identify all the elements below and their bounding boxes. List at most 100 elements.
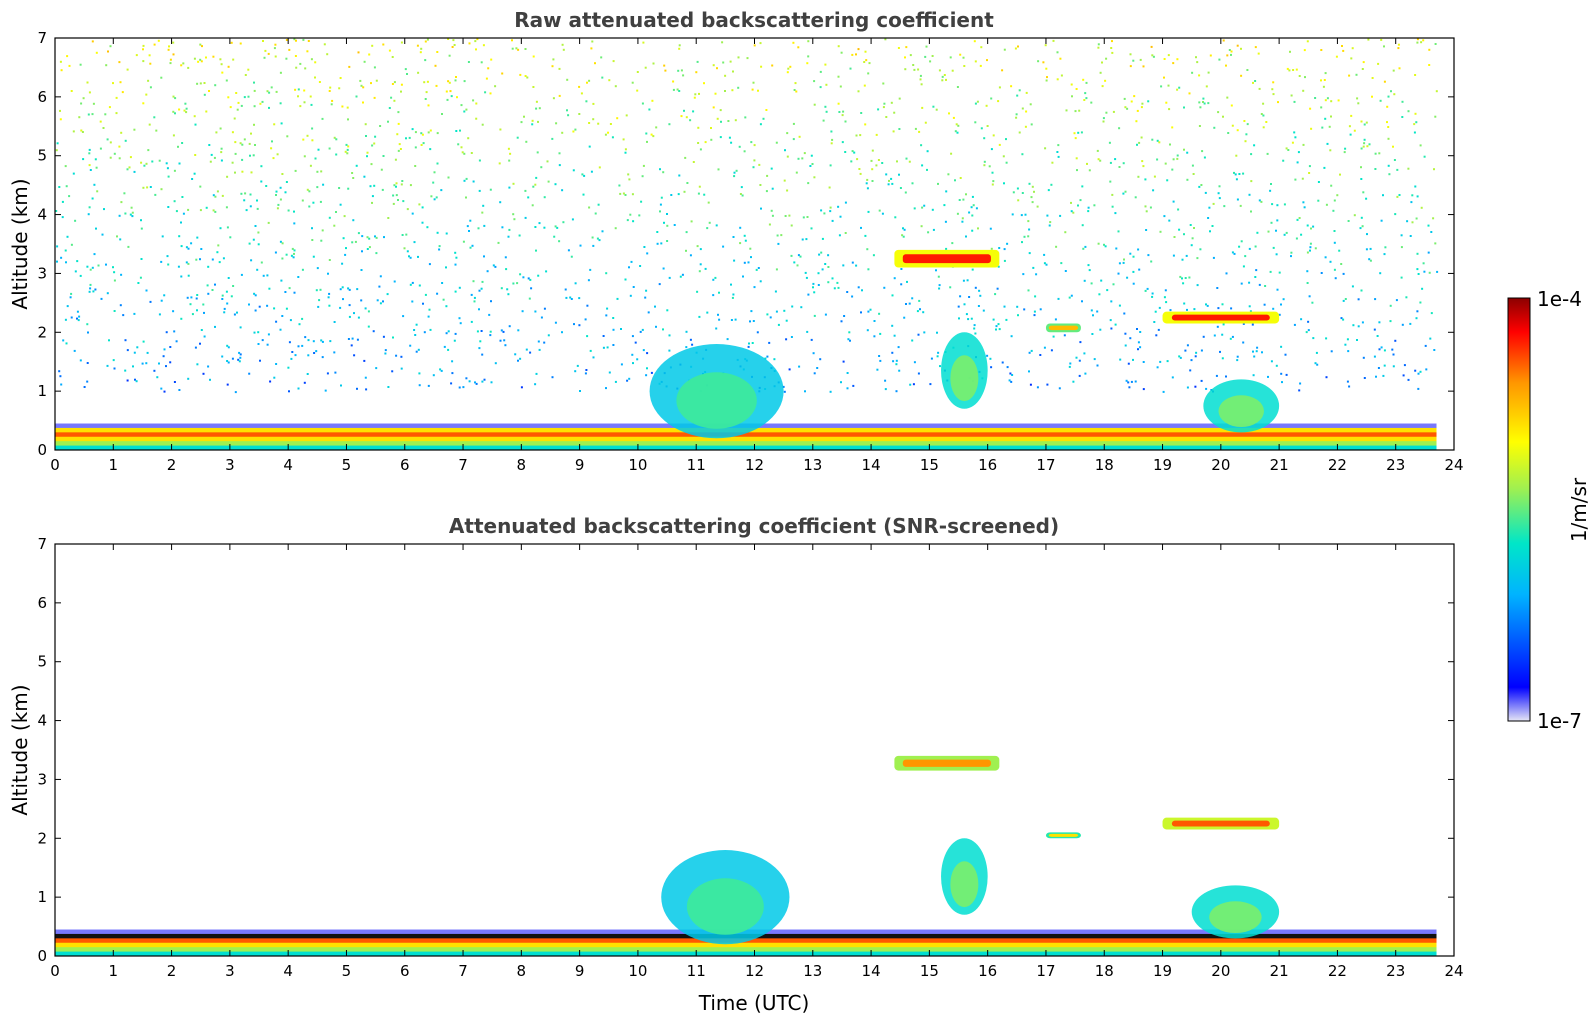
noise-speck	[636, 71, 639, 73]
noise-speck	[1314, 247, 1317, 250]
noise-speck	[1129, 53, 1132, 56]
noise-speck	[885, 116, 888, 118]
noise-speck	[924, 121, 927, 124]
noise-speck	[937, 275, 940, 278]
noise-speck	[786, 132, 789, 135]
noise-speck	[60, 383, 63, 386]
noise-speck	[395, 182, 398, 185]
noise-speck	[963, 303, 966, 306]
noise-speck	[1270, 221, 1273, 224]
noise-speck	[1272, 81, 1275, 84]
noise-speck	[1315, 351, 1318, 354]
noise-speck	[1118, 127, 1121, 130]
noise-speck	[365, 388, 368, 391]
noise-speck	[543, 341, 546, 344]
noise-speck	[124, 369, 127, 372]
noise-speck	[1201, 150, 1204, 153]
noise-speck	[1151, 295, 1154, 298]
noise-speck	[149, 186, 152, 188]
noise-speck	[1123, 312, 1126, 315]
noise-speck	[578, 113, 581, 115]
noise-speck	[333, 321, 336, 323]
noise-speck	[398, 143, 401, 146]
noise-speck	[451, 360, 454, 363]
noise-speck	[391, 56, 394, 58]
noise-speck	[1254, 276, 1257, 278]
noise-speck	[816, 367, 819, 369]
noise-speck	[143, 164, 146, 167]
noise-speck	[465, 377, 468, 380]
noise-speck	[86, 265, 89, 268]
noise-speck	[455, 76, 457, 78]
noise-speck	[470, 293, 473, 296]
noise-speck	[962, 56, 965, 59]
noise-speck	[88, 148, 91, 151]
noise-speck	[239, 353, 242, 356]
noise-speck	[1025, 110, 1028, 113]
noise-speck	[594, 62, 596, 65]
noise-speck	[881, 162, 884, 164]
noise-speck	[759, 42, 762, 45]
noise-speck	[931, 208, 934, 211]
noise-speck	[185, 107, 188, 110]
noise-speck	[1377, 367, 1380, 369]
noise-speck	[424, 59, 427, 62]
convective-plume-mark	[1203, 379, 1280, 433]
x-tick-label: 15	[920, 456, 939, 474]
noise-speck	[454, 290, 457, 293]
noise-speck	[757, 267, 760, 269]
noise-speck	[973, 324, 976, 327]
x-tick-label: 8	[517, 962, 527, 980]
noise-speck	[644, 296, 647, 299]
noise-speck	[792, 138, 795, 141]
noise-speck	[1209, 54, 1212, 57]
noise-speck	[350, 344, 353, 347]
noise-speck	[1414, 185, 1417, 188]
boundary-layer-band	[55, 441, 1437, 447]
noise-speck	[1434, 43, 1437, 45]
noise-speck	[1192, 173, 1195, 175]
noise-speck	[606, 346, 609, 349]
noise-speck	[1137, 175, 1140, 178]
noise-speck	[191, 178, 194, 180]
noise-speck	[212, 194, 215, 197]
noise-speck	[887, 183, 890, 186]
noise-speck	[189, 303, 192, 306]
noise-speck	[1416, 38, 1419, 41]
noise-speck	[169, 346, 172, 348]
noise-speck	[1380, 219, 1383, 222]
noise-speck	[293, 249, 296, 252]
noise-speck	[1287, 149, 1290, 151]
noise-speck	[1191, 237, 1194, 240]
convective-plume-mark	[1191, 885, 1280, 939]
noise-speck	[1178, 86, 1181, 89]
noise-speck	[1202, 97, 1205, 100]
noise-speck	[1102, 120, 1105, 123]
noise-speck	[297, 88, 300, 91]
noise-speck	[660, 196, 663, 199]
noise-speck	[480, 61, 483, 64]
noise-speck	[1198, 185, 1201, 188]
noise-speck	[921, 164, 924, 167]
noise-speck	[992, 134, 995, 137]
noise-speck	[1077, 204, 1079, 207]
noise-speck	[1119, 358, 1122, 361]
noise-speck	[859, 172, 862, 175]
noise-speck	[948, 112, 950, 115]
noise-speck	[620, 363, 623, 366]
noise-speck	[706, 227, 709, 230]
noise-speck	[1028, 252, 1031, 255]
noise-speck	[234, 171, 236, 174]
noise-speck	[591, 40, 594, 43]
noise-speck	[590, 170, 593, 173]
noise-speck	[511, 47, 514, 50]
noise-speck	[920, 83, 923, 86]
noise-speck	[78, 315, 81, 318]
noise-speck	[115, 96, 118, 99]
noise-speck	[381, 188, 384, 191]
noise-speck	[1104, 245, 1107, 248]
noise-speck	[837, 102, 840, 105]
noise-speck	[871, 149, 874, 152]
noise-speck	[616, 297, 619, 300]
noise-speck	[1106, 289, 1109, 292]
